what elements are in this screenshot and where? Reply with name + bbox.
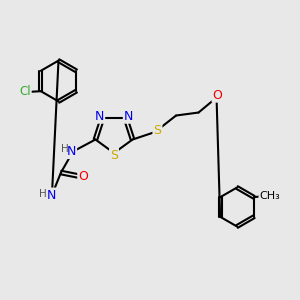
- Text: Cl: Cl: [19, 85, 31, 98]
- Text: N: N: [124, 110, 133, 123]
- Text: H: H: [39, 188, 47, 199]
- Text: N: N: [46, 188, 56, 202]
- Text: S: S: [153, 124, 161, 137]
- Text: O: O: [212, 88, 222, 102]
- Text: N: N: [67, 145, 76, 158]
- Text: O: O: [78, 169, 88, 183]
- Text: S: S: [110, 149, 118, 162]
- Text: N: N: [95, 110, 104, 123]
- Text: CH₃: CH₃: [260, 191, 280, 201]
- Text: H: H: [61, 143, 68, 154]
